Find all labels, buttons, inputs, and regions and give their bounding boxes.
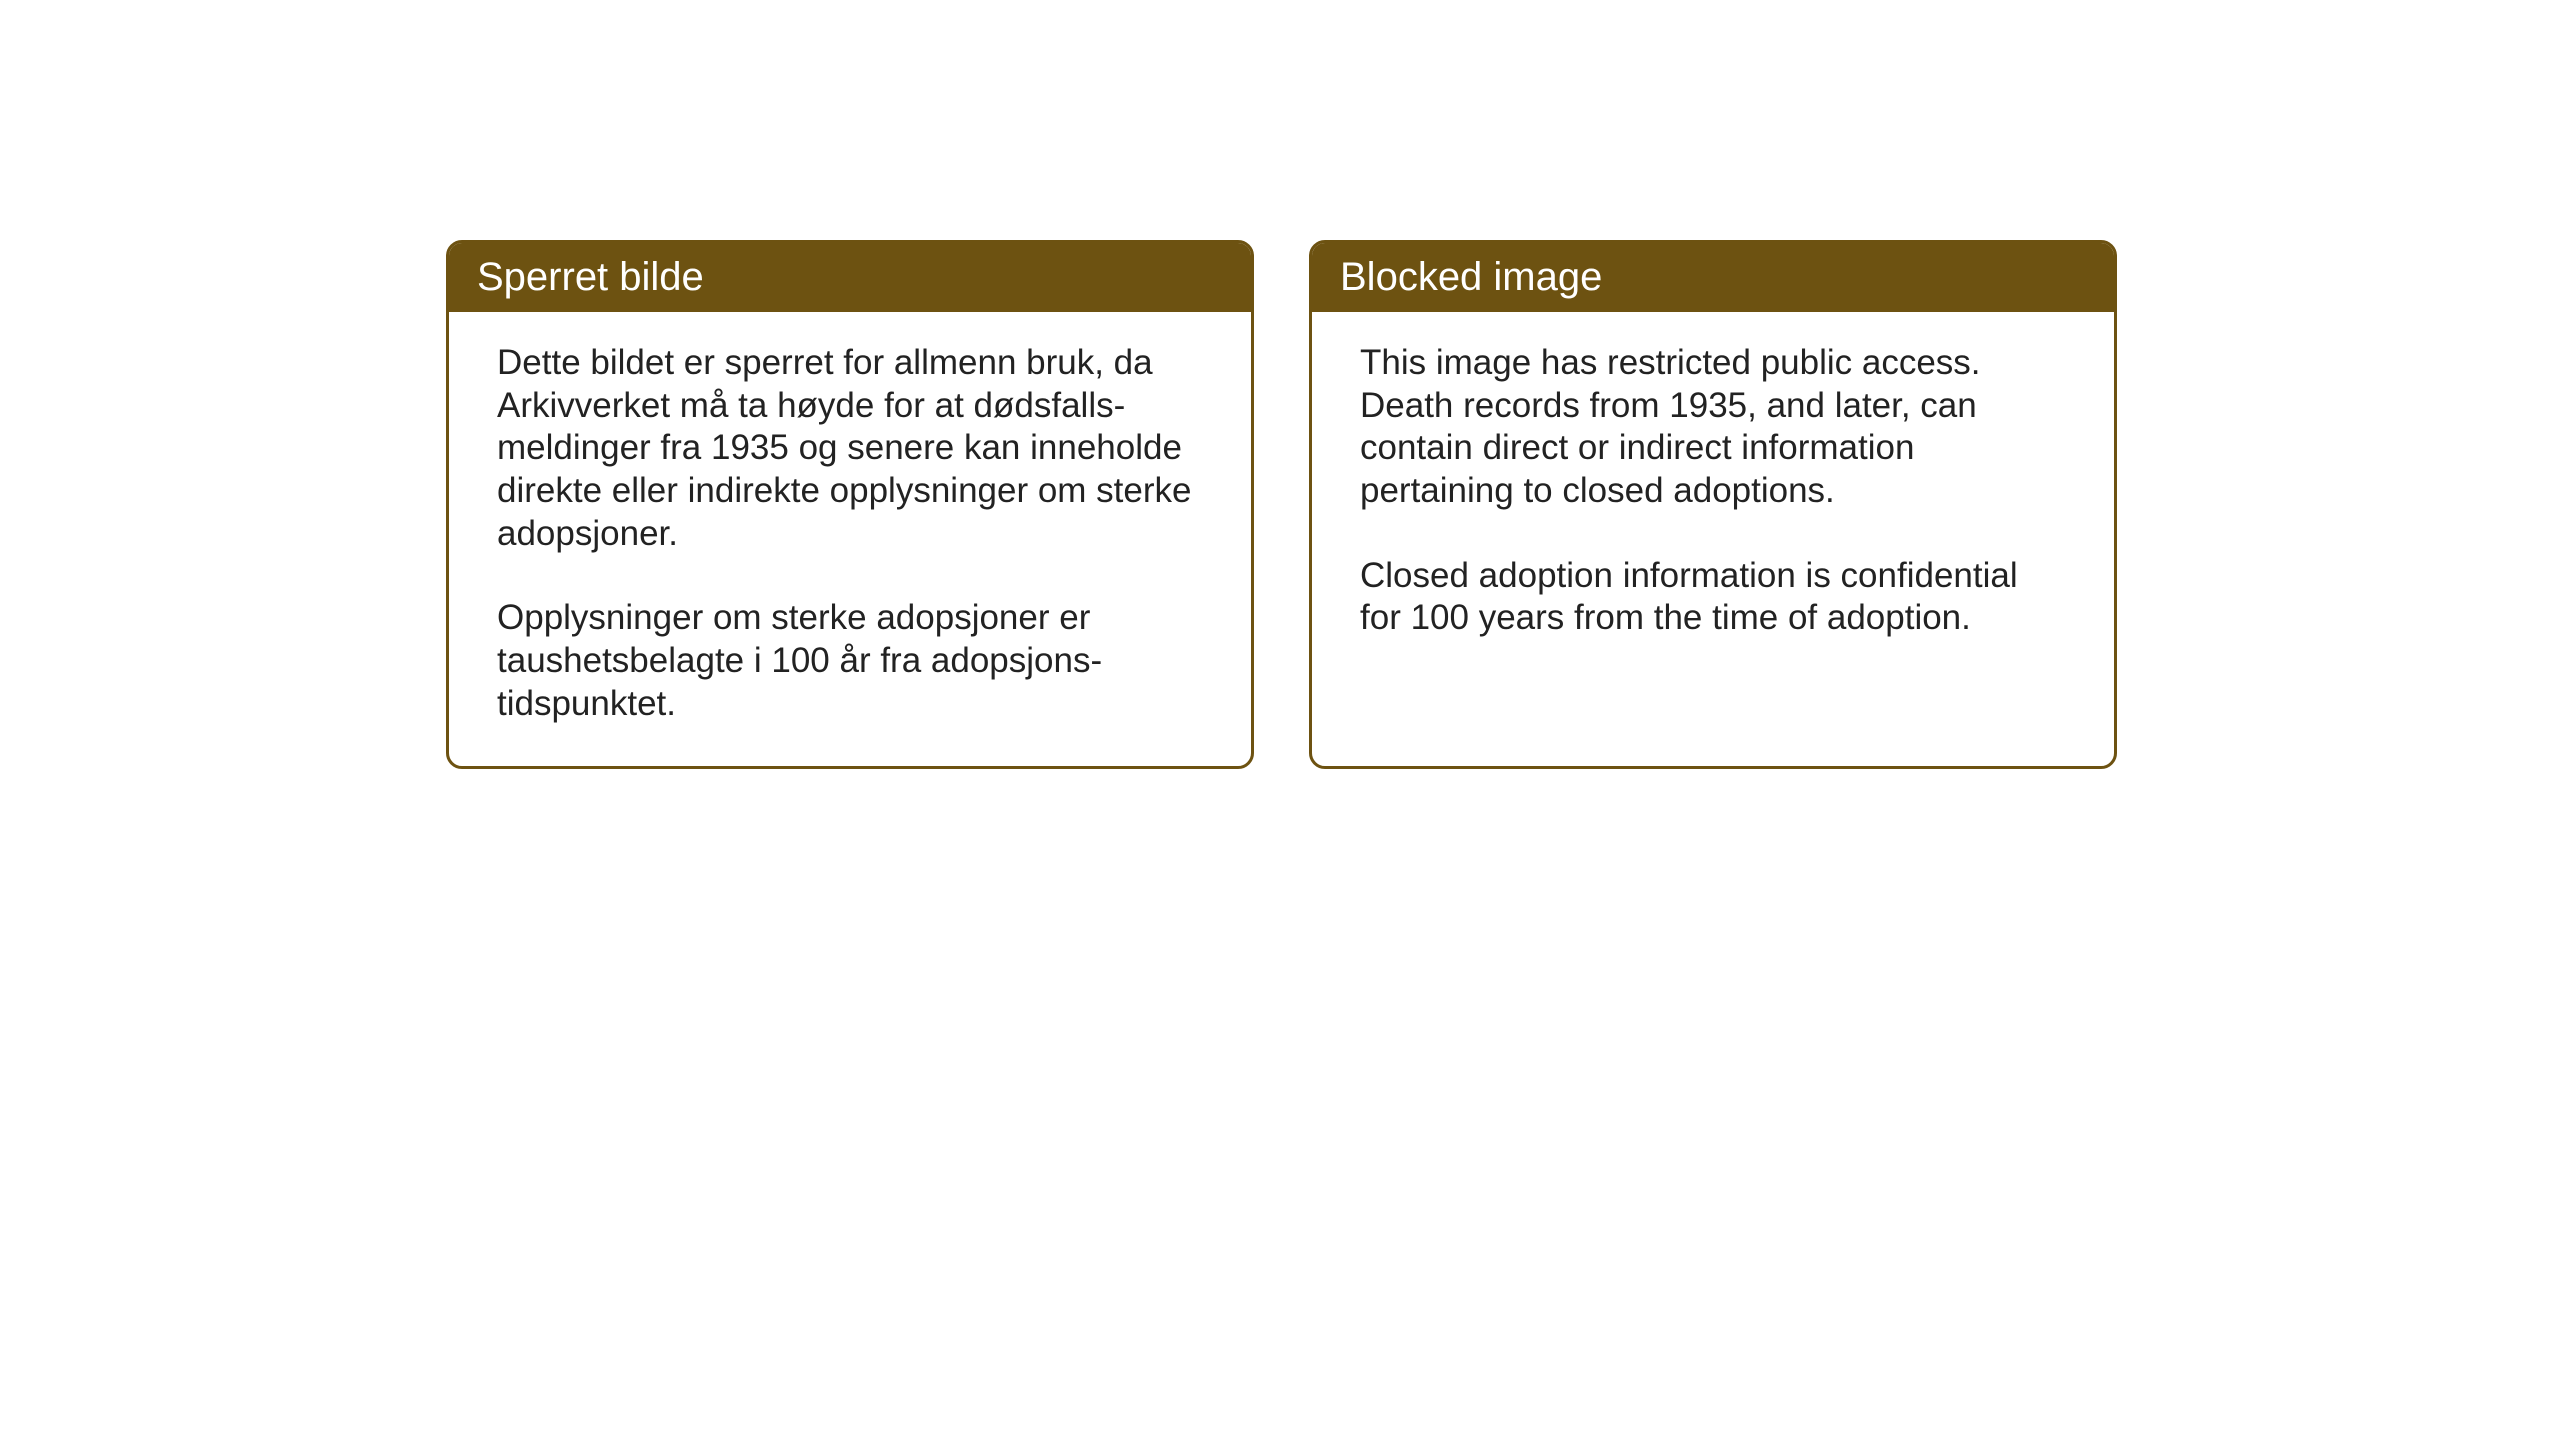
card-english: Blocked image This image has restricted …: [1309, 240, 2117, 769]
card-paragraph-2-english: Closed adoption information is confident…: [1360, 555, 2066, 640]
card-title-norwegian: Sperret bilde: [477, 255, 704, 299]
card-paragraph-2-norwegian: Opplysninger om sterke adopsjoner er tau…: [497, 597, 1203, 725]
card-body-norwegian: Dette bildet er sperret for allmenn bruk…: [449, 312, 1251, 766]
card-body-english: This image has restricted public access.…: [1312, 312, 2114, 732]
cards-container: Sperret bilde Dette bildet er sperret fo…: [446, 240, 2117, 769]
card-header-english: Blocked image: [1312, 243, 2114, 312]
card-paragraph-1-english: This image has restricted public access.…: [1360, 342, 2066, 513]
card-norwegian: Sperret bilde Dette bildet er sperret fo…: [446, 240, 1254, 769]
card-header-norwegian: Sperret bilde: [449, 243, 1251, 312]
card-title-english: Blocked image: [1340, 255, 1602, 299]
card-paragraph-1-norwegian: Dette bildet er sperret for allmenn bruk…: [497, 342, 1203, 555]
